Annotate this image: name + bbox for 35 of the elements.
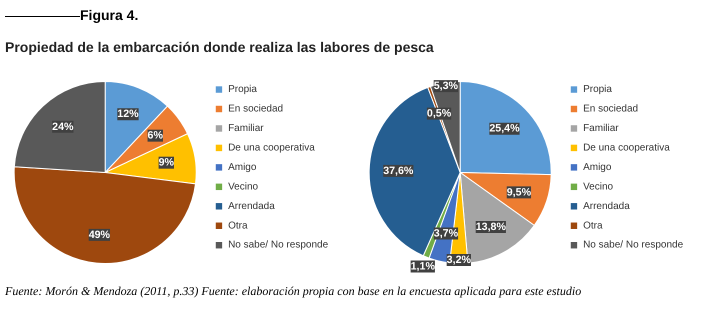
data-label: 49%: [88, 228, 111, 241]
data-label: 13,8%: [476, 220, 506, 233]
legend-label: En sociedad: [228, 104, 284, 114]
data-label: 1,1%: [410, 260, 436, 273]
legend-label: No sabe/ No responde: [583, 240, 684, 251]
legend-label: Vecino: [583, 181, 614, 192]
data-label: 3,2%: [446, 254, 472, 266]
legend-label: Propia: [583, 84, 612, 96]
legend-label: De una cooperativa: [583, 142, 670, 154]
legend-label: Familiar: [583, 122, 620, 134]
legend-label: De una cooperativa: [228, 142, 316, 154]
data-label: 12%: [117, 108, 140, 120]
data-label: 0,5%: [426, 108, 452, 120]
legend-label: Familiar: [228, 122, 264, 134]
data-label: 9,5%: [506, 186, 532, 198]
data-label: 24%: [52, 120, 74, 133]
legend-label: No sabe/ No responde: [228, 240, 329, 251]
data-label: 25,4%: [489, 122, 520, 135]
legend-label: Amigo: [583, 162, 612, 173]
chart-title: Figura 4.: [80, 7, 138, 23]
data-label: 3,7%: [434, 227, 459, 240]
legend-label: Vecino: [228, 181, 259, 192]
chart-subtitle: Propiedad de la embarcación donde realiza las labores de pesca: [5, 39, 434, 55]
data-label: 9%: [158, 156, 175, 169]
data-label: 5,3%: [434, 80, 459, 92]
legend-label: Arrendada: [228, 200, 276, 212]
text: Fuente: Morón & Mendoza (2011, p.33) Fuente: elaboración propia con base en la encuesta aplicada para este estudio: [5, 284, 582, 298]
legend-label: Otra: [583, 220, 603, 232]
legend-label: En sociedad: [583, 104, 638, 114]
data-label: 37,6%: [383, 164, 414, 177]
data-label: 6%: [148, 130, 164, 142]
legend-label: Arrendada: [583, 200, 630, 212]
legend-label: Amigo: [228, 162, 257, 173]
legend-label: Propia: [228, 84, 258, 96]
legend-label: Otra: [228, 220, 248, 232]
